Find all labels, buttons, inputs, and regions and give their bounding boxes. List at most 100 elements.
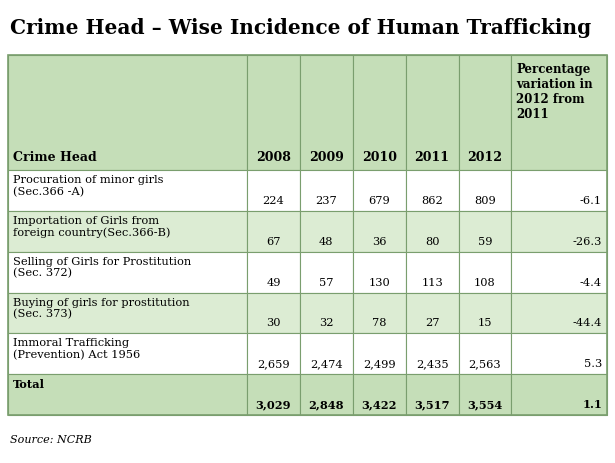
Text: 15: 15	[478, 319, 492, 328]
Bar	[353, 333, 406, 374]
Text: 78: 78	[372, 319, 386, 328]
Text: 2009: 2009	[309, 151, 344, 164]
Bar	[353, 374, 406, 415]
Text: Buying of girls for prostitution
(Sec. 373): Buying of girls for prostitution (Sec. 3…	[13, 298, 189, 319]
Bar	[247, 333, 300, 374]
Bar	[8, 293, 247, 333]
Bar	[300, 333, 353, 374]
Text: 30: 30	[266, 319, 280, 328]
Bar	[8, 333, 247, 374]
Text: 237: 237	[315, 196, 337, 206]
Text: Crime Head: Crime Head	[13, 151, 97, 164]
Text: -44.4: -44.4	[573, 319, 602, 328]
Bar	[512, 374, 607, 415]
Text: 2,435: 2,435	[416, 359, 448, 369]
Bar	[247, 211, 300, 252]
Bar	[8, 55, 247, 170]
Text: 59: 59	[478, 237, 492, 247]
Text: 48: 48	[319, 237, 333, 247]
Text: 2,563: 2,563	[469, 359, 501, 369]
Text: 130: 130	[368, 277, 390, 288]
Bar	[247, 55, 300, 170]
Text: 2,659: 2,659	[257, 359, 290, 369]
Text: Source: NCRB: Source: NCRB	[10, 435, 92, 445]
Text: Procuration of minor girls
(Sec.366 -A): Procuration of minor girls (Sec.366 -A)	[13, 175, 164, 197]
Bar	[406, 170, 459, 211]
Bar	[406, 293, 459, 333]
Bar	[512, 55, 607, 170]
Text: 2008: 2008	[256, 151, 291, 164]
Text: 809: 809	[474, 196, 496, 206]
Text: 2011: 2011	[415, 151, 450, 164]
Bar	[353, 170, 406, 211]
Bar	[8, 170, 247, 211]
Text: 2010: 2010	[362, 151, 397, 164]
Text: 3,422: 3,422	[362, 399, 397, 410]
Bar	[406, 333, 459, 374]
Text: -26.3: -26.3	[573, 237, 602, 247]
Text: 108: 108	[474, 277, 496, 288]
Bar	[247, 252, 300, 293]
Text: 862: 862	[421, 196, 443, 206]
Bar	[459, 293, 512, 333]
Text: 2,848: 2,848	[309, 399, 344, 410]
Bar	[353, 293, 406, 333]
Text: 3,517: 3,517	[415, 399, 450, 410]
Text: Selling of Girls for Prostitution
(Sec. 372): Selling of Girls for Prostitution (Sec. …	[13, 257, 191, 279]
Bar	[512, 252, 607, 293]
Bar	[300, 55, 353, 170]
Text: Total: Total	[13, 379, 45, 390]
Bar	[459, 333, 512, 374]
Text: 57: 57	[319, 277, 333, 288]
Text: Percentage
variation in
2012 from
2011: Percentage variation in 2012 from 2011	[517, 63, 593, 121]
Text: 1.1: 1.1	[582, 399, 602, 410]
Bar	[459, 374, 512, 415]
Bar	[8, 211, 247, 252]
Text: 49: 49	[266, 277, 280, 288]
Bar	[300, 374, 353, 415]
Bar	[406, 374, 459, 415]
Text: 36: 36	[372, 237, 386, 247]
Bar	[247, 293, 300, 333]
Text: 5.3: 5.3	[584, 359, 602, 369]
Text: 2,474: 2,474	[310, 359, 343, 369]
Bar	[247, 374, 300, 415]
Text: 80: 80	[425, 237, 439, 247]
Bar	[459, 211, 512, 252]
Bar	[300, 170, 353, 211]
Bar	[353, 211, 406, 252]
Bar	[8, 55, 607, 415]
Text: Immoral Trafficking
(Prevention) Act 1956: Immoral Trafficking (Prevention) Act 195…	[13, 338, 140, 360]
Bar	[300, 252, 353, 293]
Text: 224: 224	[263, 196, 284, 206]
Bar	[512, 293, 607, 333]
Text: Crime Head – Wise Incidence of Human Trafficking: Crime Head – Wise Incidence of Human Tra…	[10, 18, 591, 38]
Bar	[8, 252, 247, 293]
Bar	[8, 374, 247, 415]
Text: 3,029: 3,029	[256, 399, 291, 410]
Bar	[406, 211, 459, 252]
Bar	[459, 252, 512, 293]
Text: 2,499: 2,499	[363, 359, 395, 369]
Bar	[459, 55, 512, 170]
Bar	[406, 55, 459, 170]
Text: 32: 32	[319, 319, 333, 328]
Text: 27: 27	[425, 319, 439, 328]
Text: -6.1: -6.1	[580, 196, 602, 206]
Bar	[512, 333, 607, 374]
Text: 679: 679	[368, 196, 390, 206]
Text: 113: 113	[421, 277, 443, 288]
Text: -4.4: -4.4	[580, 277, 602, 288]
Text: 67: 67	[266, 237, 280, 247]
Bar	[353, 252, 406, 293]
Bar	[406, 252, 459, 293]
Text: Importation of Girls from
foreign country(Sec.366-B): Importation of Girls from foreign countr…	[13, 216, 170, 238]
Bar	[512, 170, 607, 211]
Text: 2012: 2012	[467, 151, 502, 164]
Bar	[247, 170, 300, 211]
Bar	[300, 211, 353, 252]
Bar	[512, 211, 607, 252]
Text: 3,554: 3,554	[467, 399, 502, 410]
Bar	[353, 55, 406, 170]
Bar	[300, 293, 353, 333]
